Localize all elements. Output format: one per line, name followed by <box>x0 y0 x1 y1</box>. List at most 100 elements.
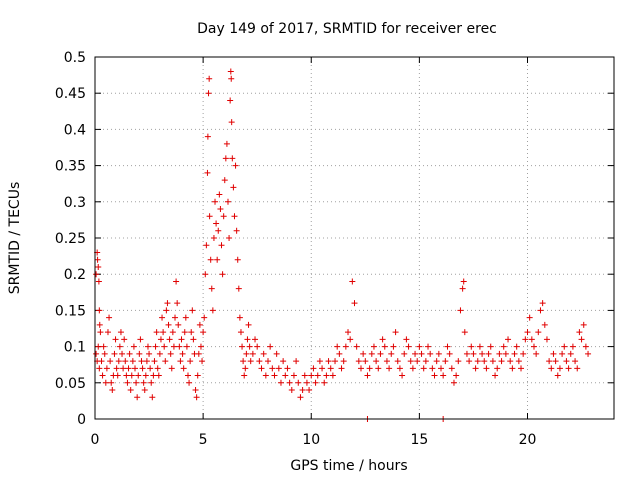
data-point <box>203 242 210 249</box>
data-point <box>213 220 220 227</box>
data-point <box>176 343 183 350</box>
data-point <box>196 321 203 328</box>
data-point <box>137 336 144 343</box>
data-point <box>559 350 566 357</box>
data-point <box>116 343 123 350</box>
data-point <box>214 256 221 263</box>
data-point <box>483 365 490 372</box>
data-point <box>140 379 147 386</box>
data-point <box>496 350 503 357</box>
y-tick-label: 0.15 <box>55 303 86 319</box>
data-point <box>323 372 330 379</box>
data-point <box>340 358 347 365</box>
data-point <box>273 350 280 357</box>
data-point <box>429 365 436 372</box>
data-point <box>403 336 410 343</box>
data-point <box>93 271 100 278</box>
data-point <box>396 365 403 372</box>
y-axis-label: SRMTID / TECUs <box>7 182 23 295</box>
data-point <box>470 350 477 357</box>
data-point <box>329 372 336 379</box>
data-point <box>414 358 421 365</box>
data-point <box>425 343 432 350</box>
data-point <box>249 350 256 357</box>
data-point <box>142 372 149 379</box>
data-point <box>572 358 579 365</box>
data-point <box>206 213 213 220</box>
data-point <box>235 285 242 292</box>
data-point <box>152 343 159 350</box>
data-point <box>375 365 382 372</box>
data-point <box>552 358 559 365</box>
axis-ticks: 0 0.05 0.1 0.15 0.2 0.25 0.3 0.35 0.4 0.45 0.5 0 5 10… <box>55 50 614 448</box>
data-point <box>94 256 101 263</box>
data-point <box>576 329 583 336</box>
y-tick-label: 0.45 <box>55 86 86 102</box>
data-point <box>216 191 223 198</box>
data-point <box>120 365 127 372</box>
data-point <box>132 365 139 372</box>
data-point <box>355 358 362 365</box>
data-point <box>349 278 356 285</box>
data-point <box>431 372 438 379</box>
data-point <box>208 285 215 292</box>
data-point <box>507 358 514 365</box>
data-point <box>316 358 323 365</box>
data-point <box>186 379 193 386</box>
data-point <box>182 314 189 321</box>
data-point <box>252 336 259 343</box>
data-point <box>232 162 239 169</box>
data-point <box>446 350 453 357</box>
data-point <box>169 329 176 336</box>
data-point <box>433 358 440 365</box>
data-point <box>509 365 516 372</box>
data-point <box>422 358 429 365</box>
data-point <box>98 358 105 365</box>
data-point <box>236 314 243 321</box>
data-point <box>494 365 501 372</box>
data-points <box>93 68 592 422</box>
data-point <box>435 350 442 357</box>
data-point <box>228 119 235 126</box>
data-point <box>466 358 473 365</box>
data-point <box>95 278 102 285</box>
data-point <box>134 394 141 401</box>
data-point <box>271 372 278 379</box>
data-point <box>442 358 449 365</box>
data-point <box>204 133 211 140</box>
data-point <box>107 358 114 365</box>
data-point <box>193 394 200 401</box>
data-point <box>207 256 214 263</box>
data-point <box>99 372 106 379</box>
data-point <box>277 379 284 386</box>
data-point <box>160 329 167 336</box>
data-point <box>457 307 464 314</box>
data-point <box>327 365 334 372</box>
data-point <box>554 372 561 379</box>
data-point <box>159 314 166 321</box>
data-point <box>241 372 248 379</box>
data-point <box>561 343 568 350</box>
data-point <box>460 278 467 285</box>
data-point <box>224 198 231 205</box>
data-point <box>390 343 397 350</box>
data-point <box>115 358 122 365</box>
data-point <box>222 155 229 162</box>
data-point <box>489 358 496 365</box>
data-point <box>345 329 352 336</box>
data-point <box>578 336 585 343</box>
data-point <box>360 350 367 357</box>
data-point <box>113 365 120 372</box>
data-point <box>157 336 164 343</box>
data-point <box>153 329 160 336</box>
data-point <box>151 358 158 365</box>
data-point <box>546 358 553 365</box>
data-point <box>342 343 349 350</box>
data-point <box>325 358 332 365</box>
data-point <box>567 350 574 357</box>
data-point <box>258 365 265 372</box>
data-point <box>537 307 544 314</box>
data-point <box>242 365 249 372</box>
grid-lines <box>95 57 614 419</box>
